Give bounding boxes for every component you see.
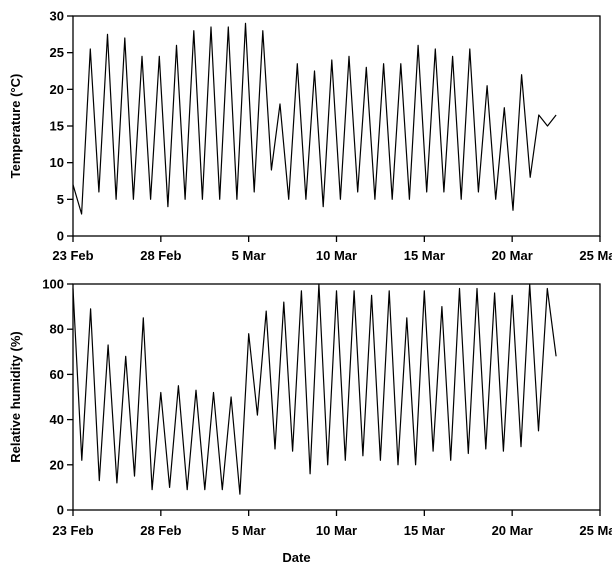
temperature-y-tick-label: 0 [57,229,64,244]
temperature-y-tick-label: 5 [57,192,64,207]
humidity-x-tick-label: 25 Mar [579,523,612,538]
temperature-y-tick-label: 15 [50,119,64,134]
temperature-x-tick-label: 25 Mar [579,248,612,263]
humidity-y-tick-label: 60 [50,367,64,382]
humidity-y-tick-label: 20 [50,457,64,472]
humidity-plot-frame [72,283,601,511]
humidity-y-tick-label: 80 [50,322,64,337]
temperature-plot-frame [72,15,601,237]
humidity-y-tick-label: 0 [57,503,64,518]
temperature-y-tick-label: 20 [50,82,64,97]
temperature-x-tick-label: 23 Feb [52,248,93,263]
temperature-series-line [72,22,557,215]
temperature-x-tick-label: 28 Feb [140,248,181,263]
humidity-x-tick-label: 15 Mar [404,523,445,538]
humidity-x-tick-label: 23 Feb [52,523,93,538]
humidity-panel: 0 20 40 60 80 100 23 Feb 28 Feb 5 Mar 10 Mar 15 Ma… [8,277,612,566]
humidity-y-axis-title: Relative humidity (%) [8,331,23,462]
humidity-y-tick-label: 40 [50,412,64,427]
temperature-y-tick-label: 10 [50,155,64,170]
temperature-x-tick-label: 10 Mar [316,248,357,263]
humidity-x-axis-title: Date [282,550,310,565]
temperature-x-tick-label: 15 Mar [404,248,445,263]
humidity-x-tick-label: 28 Feb [140,523,181,538]
temperature-x-tick-label: 20 Mar [492,248,533,263]
humidity-y-tick-label: 100 [42,277,64,292]
temperature-x-tick-label: 5 Mar [232,248,266,263]
temperature-panel: 0 5 10 15 20 25 30 23 Feb 28 Feb 5 Mar 10 Mar 15 Ma… [8,9,612,264]
humidity-x-tick-label: 10 Mar [316,523,357,538]
humidity-x-tick-label: 20 Mar [492,523,533,538]
humidity-series-line [72,283,557,495]
humidity-x-tick-label: 5 Mar [232,523,266,538]
temperature-y-tick-label: 30 [50,9,64,24]
temperature-y-axis-title: Temperature (°C) [8,74,23,179]
temperature-y-tick-label: 25 [50,45,64,60]
